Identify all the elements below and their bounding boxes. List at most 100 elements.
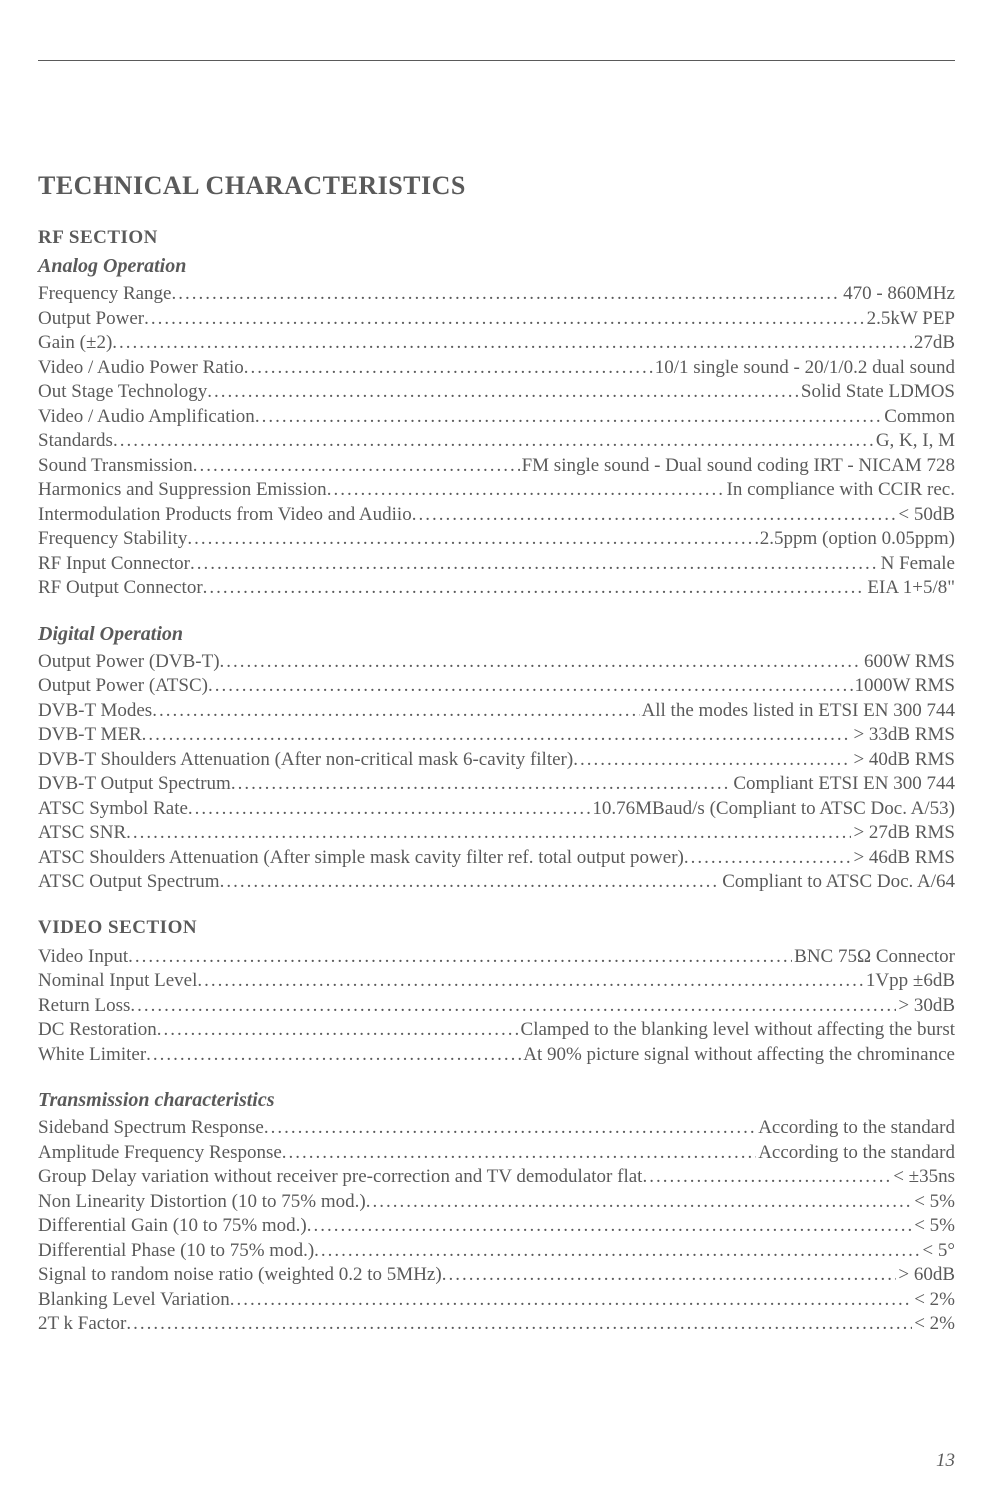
spec-label: RF Output Connector bbox=[38, 576, 203, 601]
spec-block: Output Power (DVB-T)600W RMSOutput Power… bbox=[38, 650, 955, 895]
leader-dots bbox=[208, 674, 853, 699]
spec-label: Sound Transmission bbox=[38, 454, 193, 479]
spec-value: 10.76MBaud/s (Compliant to ATSC Doc. A/5… bbox=[590, 797, 955, 822]
leader-dots bbox=[193, 454, 520, 479]
leader-dots bbox=[314, 1239, 920, 1264]
spec-value: Compliant ETSI EN 300 744 bbox=[731, 772, 955, 797]
spec-value: According to the standard bbox=[756, 1141, 955, 1166]
spec-value: Compliant to ATSC Doc. A/64 bbox=[720, 870, 955, 895]
spec-row: Group Delay variation without receiver p… bbox=[38, 1165, 955, 1190]
leader-dots bbox=[142, 723, 852, 748]
leader-dots bbox=[220, 650, 862, 675]
spec-label: ATSC Symbol Rate bbox=[38, 797, 188, 822]
spec-label: Nominal Input Level bbox=[38, 969, 197, 994]
spec-row: Video Input BNC 75Ω Connector bbox=[38, 945, 955, 970]
spec-label: Out Stage Technology bbox=[38, 380, 207, 405]
spec-value: 1000W RMS bbox=[853, 674, 955, 699]
leader-dots bbox=[442, 1263, 897, 1288]
spec-row: Differential Phase (10 to 75% mod.)< 5° bbox=[38, 1239, 955, 1264]
spec-row: Standards G, K, I, M bbox=[38, 429, 955, 454]
spec-value: BNC 75Ω Connector bbox=[792, 945, 955, 970]
spec-row: Video / Audio AmplificationCommon bbox=[38, 405, 955, 430]
spec-value: < 5% bbox=[912, 1214, 955, 1239]
spec-label: DVB-T Modes bbox=[38, 699, 152, 724]
spec-row: Gain (±2) 27dB bbox=[38, 331, 955, 356]
spec-row: Frequency Stability 2.5ppm (option 0.05pp… bbox=[38, 527, 955, 552]
spec-block: Sideband Spectrum ResponseAccording to t… bbox=[38, 1116, 955, 1337]
spec-row: Output Power (DVB-T)600W RMS bbox=[38, 650, 955, 675]
spec-row: Nominal Input Level 1Vpp ±6dB bbox=[38, 969, 955, 994]
leader-dots bbox=[264, 1116, 756, 1141]
spec-row: ATSC SNR> 27dB RMS bbox=[38, 821, 955, 846]
leader-dots bbox=[126, 1312, 912, 1337]
spec-label: DVB-T Shoulders Attenuation (After non-c… bbox=[38, 748, 573, 773]
spec-value: < 2% bbox=[912, 1312, 955, 1337]
spec-value: > 60dB bbox=[896, 1263, 955, 1288]
spec-value: Solid State LDMOS bbox=[799, 380, 955, 405]
leader-dots bbox=[112, 331, 912, 356]
spec-label: Intermodulation Products from Video and … bbox=[38, 503, 412, 528]
spec-value: 2.5ppm (option 0.05ppm) bbox=[758, 527, 955, 552]
leader-dots bbox=[152, 699, 639, 724]
spec-row: DC Restoration Clamped to the blanking le… bbox=[38, 1018, 955, 1043]
spec-label: Video Input bbox=[38, 945, 128, 970]
spec-value: EIA 1+5/8" bbox=[865, 576, 955, 601]
leader-dots bbox=[157, 1018, 519, 1043]
leader-dots bbox=[220, 870, 721, 895]
spec-label: Signal to random noise ratio (weighted 0… bbox=[38, 1263, 442, 1288]
spec-label: Standards bbox=[38, 429, 113, 454]
spec-value: 27dB bbox=[912, 331, 955, 356]
spec-label: Output Power (ATSC) bbox=[38, 674, 208, 699]
leader-dots bbox=[128, 945, 792, 970]
leader-dots bbox=[327, 478, 725, 503]
spec-label: Frequency Stability bbox=[38, 527, 187, 552]
spec-value: G, K, I, M bbox=[874, 429, 955, 454]
spec-label: 2T k Factor bbox=[38, 1312, 126, 1337]
spec-label: Amplitude Frequency Response bbox=[38, 1141, 282, 1166]
spec-row: DVB-T Output Spectrum Compliant ETSI EN 3… bbox=[38, 772, 955, 797]
spec-label: Frequency Range bbox=[38, 282, 171, 307]
page: TECHNICAL CHARACTERISTICS RF SECTIONAnal… bbox=[0, 0, 1005, 1502]
leader-dots bbox=[113, 429, 874, 454]
spec-value: 600W RMS bbox=[862, 650, 955, 675]
leader-dots bbox=[244, 356, 653, 381]
leader-dots bbox=[255, 405, 882, 430]
spec-row: Sideband Spectrum ResponseAccording to t… bbox=[38, 1116, 955, 1141]
leader-dots bbox=[684, 846, 852, 871]
spec-value: 1Vpp ±6dB bbox=[864, 969, 955, 994]
leader-dots bbox=[412, 503, 897, 528]
leader-dots bbox=[230, 1288, 912, 1313]
leader-dots bbox=[307, 1214, 912, 1239]
spec-label: RF Input Connector bbox=[38, 552, 190, 577]
spec-label: Gain (±2) bbox=[38, 331, 112, 356]
spec-value: < 2% bbox=[912, 1288, 955, 1313]
leader-dots bbox=[126, 821, 851, 846]
spec-label: Output Power bbox=[38, 307, 144, 332]
spec-row: Non Linearity Distortion (10 to 75% mod.… bbox=[38, 1190, 955, 1215]
spec-value: < 5° bbox=[920, 1239, 955, 1264]
spec-row: 2T k Factor < 2% bbox=[38, 1312, 955, 1337]
leader-dots bbox=[188, 797, 590, 822]
spec-value: < 5% bbox=[912, 1190, 955, 1215]
leader-dots bbox=[642, 1165, 891, 1190]
spec-value: Common bbox=[882, 405, 955, 430]
spec-value: > 30dB bbox=[896, 994, 955, 1019]
leader-dots bbox=[197, 969, 864, 994]
spec-row: ATSC Shoulders Attenuation (After simple… bbox=[38, 846, 955, 871]
spec-row: ATSC Output SpectrumCompliant to ATSC Do… bbox=[38, 870, 955, 895]
spec-row: Return Loss> 30dB bbox=[38, 994, 955, 1019]
spec-row: Amplitude Frequency Response According to… bbox=[38, 1141, 955, 1166]
spec-value: 10/1 single sound - 20/1/0.2 dual sound bbox=[653, 356, 955, 381]
spec-label: DC Restoration bbox=[38, 1018, 157, 1043]
leader-dots bbox=[190, 552, 879, 577]
spec-label: DVB-T Output Spectrum bbox=[38, 772, 231, 797]
spec-row: Out Stage Technology Solid State LDMOS bbox=[38, 380, 955, 405]
spec-row: Differential Gain (10 to 75% mod.)< 5% bbox=[38, 1214, 955, 1239]
spec-value: > 46dB RMS bbox=[851, 846, 955, 871]
top-rule bbox=[38, 60, 955, 61]
spec-value: Clamped to the blanking level without af… bbox=[519, 1018, 955, 1043]
leader-dots bbox=[203, 576, 866, 601]
spec-value: > 27dB RMS bbox=[851, 821, 955, 846]
spec-row: Blanking Level Variation< 2% bbox=[38, 1288, 955, 1313]
spec-label: Non Linearity Distortion (10 to 75% mod.… bbox=[38, 1190, 366, 1215]
